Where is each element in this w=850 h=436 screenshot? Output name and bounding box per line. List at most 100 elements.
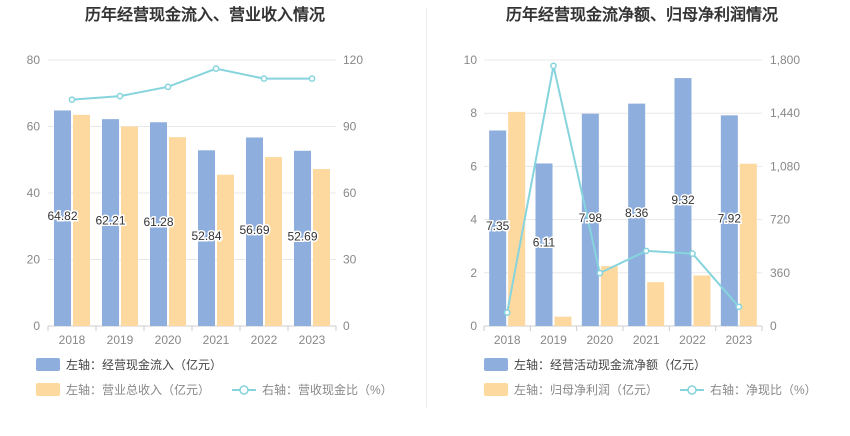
line-point-2021[interactable] [642, 247, 650, 255]
legend-label: 左轴：归母净利润（亿元） [514, 382, 658, 397]
x-tick-label: 2023 [299, 333, 326, 347]
y-left-tick-label: 10 [464, 53, 478, 67]
panel-divider [426, 8, 427, 408]
line-point-2020[interactable] [164, 83, 172, 91]
y-right-tick-label: 1,800 [770, 53, 800, 67]
legend: 左轴：经营活动现金流净额（亿元） 左轴：归母净利润（亿元） 右轴：净现比（%） [484, 357, 817, 397]
bar-series1-2023[interactable] [313, 169, 330, 326]
x-tick-label: 2020 [586, 333, 613, 347]
chart-title: 历年经营现金流净额、归母净利润情况 [506, 5, 778, 24]
line-point-2023[interactable] [735, 303, 743, 311]
line-series [506, 65, 740, 313]
bar-series1-2022[interactable] [265, 157, 282, 326]
bar-series0-2022[interactable] [674, 78, 692, 326]
data-label: 61.28 [143, 215, 173, 229]
bar-series0-2018[interactable] [489, 130, 507, 326]
line-point-2022[interactable] [260, 75, 268, 82]
line-point-2020[interactable] [596, 269, 604, 277]
line-point-2019[interactable] [550, 62, 557, 70]
x-tick-label: 2020 [155, 333, 182, 347]
legend-swatch-bar-right[interactable] [484, 383, 508, 396]
legend-swatch-line-marker [687, 385, 697, 395]
y-right-tick-label: 90 [343, 120, 357, 134]
line-series [71, 67, 312, 101]
data-label: 52.84 [191, 229, 221, 243]
line-point-2018[interactable] [68, 96, 76, 104]
y-right-tick-label: 0 [770, 319, 777, 333]
y-right-tick-label: 30 [343, 253, 357, 267]
data-label: 6.11 [533, 236, 556, 250]
y-left-tick-label: 40 [27, 186, 41, 200]
legend-label: 右轴：营收现金比（%） [262, 382, 393, 397]
x-tick-label: 2023 [725, 333, 752, 347]
data-label: 56.69 [239, 223, 269, 237]
data-label: 7.35 [486, 219, 510, 233]
bar-series0-2019[interactable] [102, 119, 119, 326]
bar-series1-2021[interactable] [647, 282, 665, 326]
bar-series1-2018[interactable] [508, 111, 526, 327]
bar-series0-2019[interactable] [535, 163, 553, 326]
y-left-tick-label: 0 [470, 319, 477, 333]
line-point-2022[interactable] [689, 250, 696, 257]
legend-swatch-line-marker [239, 385, 249, 395]
data-label: 52.69 [287, 229, 317, 243]
y-left-tick-label: 8 [470, 106, 477, 120]
bar-series0-2020[interactable] [150, 122, 167, 326]
bar-series0-2022[interactable] [246, 137, 263, 326]
line-point-2018[interactable] [503, 309, 511, 316]
bar-series1-2019[interactable] [121, 126, 138, 327]
data-label: 9.32 [671, 193, 695, 207]
x-tick-label: 2018 [59, 333, 86, 347]
line-point-2021[interactable] [212, 65, 220, 72]
y-left-tick-label: 80 [27, 53, 41, 67]
y-left-tick-label: 60 [27, 120, 41, 134]
y-left-tick-label: 2 [470, 266, 477, 280]
chart-right: 历年经营现金流净额、归母净利润情况 0 2 4 6 8 10 0 360 720 1,080 1,44… [464, 5, 817, 397]
data-label: 62.21 [95, 214, 125, 228]
chart-left: 历年经营现金流入、营业收入情况 0 20 40 60 80 0 30 60 90 120 2018 20… [27, 5, 393, 397]
line-point-2023[interactable] [308, 75, 316, 82]
bar-series0-2023[interactable] [720, 115, 738, 326]
y-left-tick-label: 20 [27, 253, 41, 267]
y-right-tick-label: 0 [343, 319, 350, 333]
bar-series1-2023[interactable] [739, 163, 757, 326]
legend: 左轴：经营现金流入（亿元） 左轴：营业总收入（亿元） 右轴：营收现金比（%） [36, 357, 393, 397]
x-tick-label: 2022 [679, 333, 706, 347]
y-right-tick-label: 1,080 [770, 159, 800, 173]
x-tick-label: 2019 [107, 333, 134, 347]
x-tick-label: 2022 [251, 333, 278, 347]
legend-label: 右轴：净现比（%） [710, 382, 817, 397]
chart-title: 历年经营现金流入、营业收入情况 [85, 5, 325, 24]
y-left-tick-label: 4 [470, 213, 477, 227]
y-right-tick-label: 360 [770, 266, 790, 280]
bar-series0-2021[interactable] [198, 150, 215, 326]
x-tick-label: 2021 [633, 333, 660, 347]
line-point-2019[interactable] [116, 92, 124, 100]
bar-series0-2018[interactable] [54, 110, 71, 326]
bar-series1-2020[interactable] [600, 266, 618, 326]
x-tick-label: 2021 [203, 333, 230, 347]
bar-series1-2018[interactable] [73, 114, 90, 326]
bar-series0-2020[interactable] [581, 113, 599, 327]
legend-label: 左轴：营业总收入（亿元） [66, 382, 210, 397]
legend-swatch-bar-right[interactable] [36, 383, 60, 396]
y-right-tick-label: 120 [343, 53, 363, 67]
y-left-tick-label: 6 [470, 159, 477, 173]
bar-series0-2021[interactable] [628, 103, 646, 327]
legend-swatch-bar-left[interactable] [36, 358, 60, 371]
bar-series0-2023[interactable] [294, 150, 311, 326]
bar-series1-2019[interactable] [554, 316, 572, 326]
legend-swatch-bar-left[interactable] [484, 358, 508, 371]
legend-label: 左轴：经营现金流入（亿元） [66, 357, 222, 372]
bar-series1-2022[interactable] [693, 275, 711, 326]
data-label: 7.92 [718, 212, 742, 226]
y-left-tick-label: 0 [33, 319, 40, 333]
x-tick-label: 2019 [540, 333, 567, 347]
bar-series1-2021[interactable] [217, 174, 234, 326]
y-right-tick-label: 1,440 [770, 106, 800, 120]
legend-label: 左轴：经营活动现金流净额（亿元） [514, 357, 706, 372]
data-label: 64.82 [47, 209, 77, 223]
data-label: 7.98 [579, 211, 603, 225]
bar-series1-2020[interactable] [169, 137, 186, 326]
